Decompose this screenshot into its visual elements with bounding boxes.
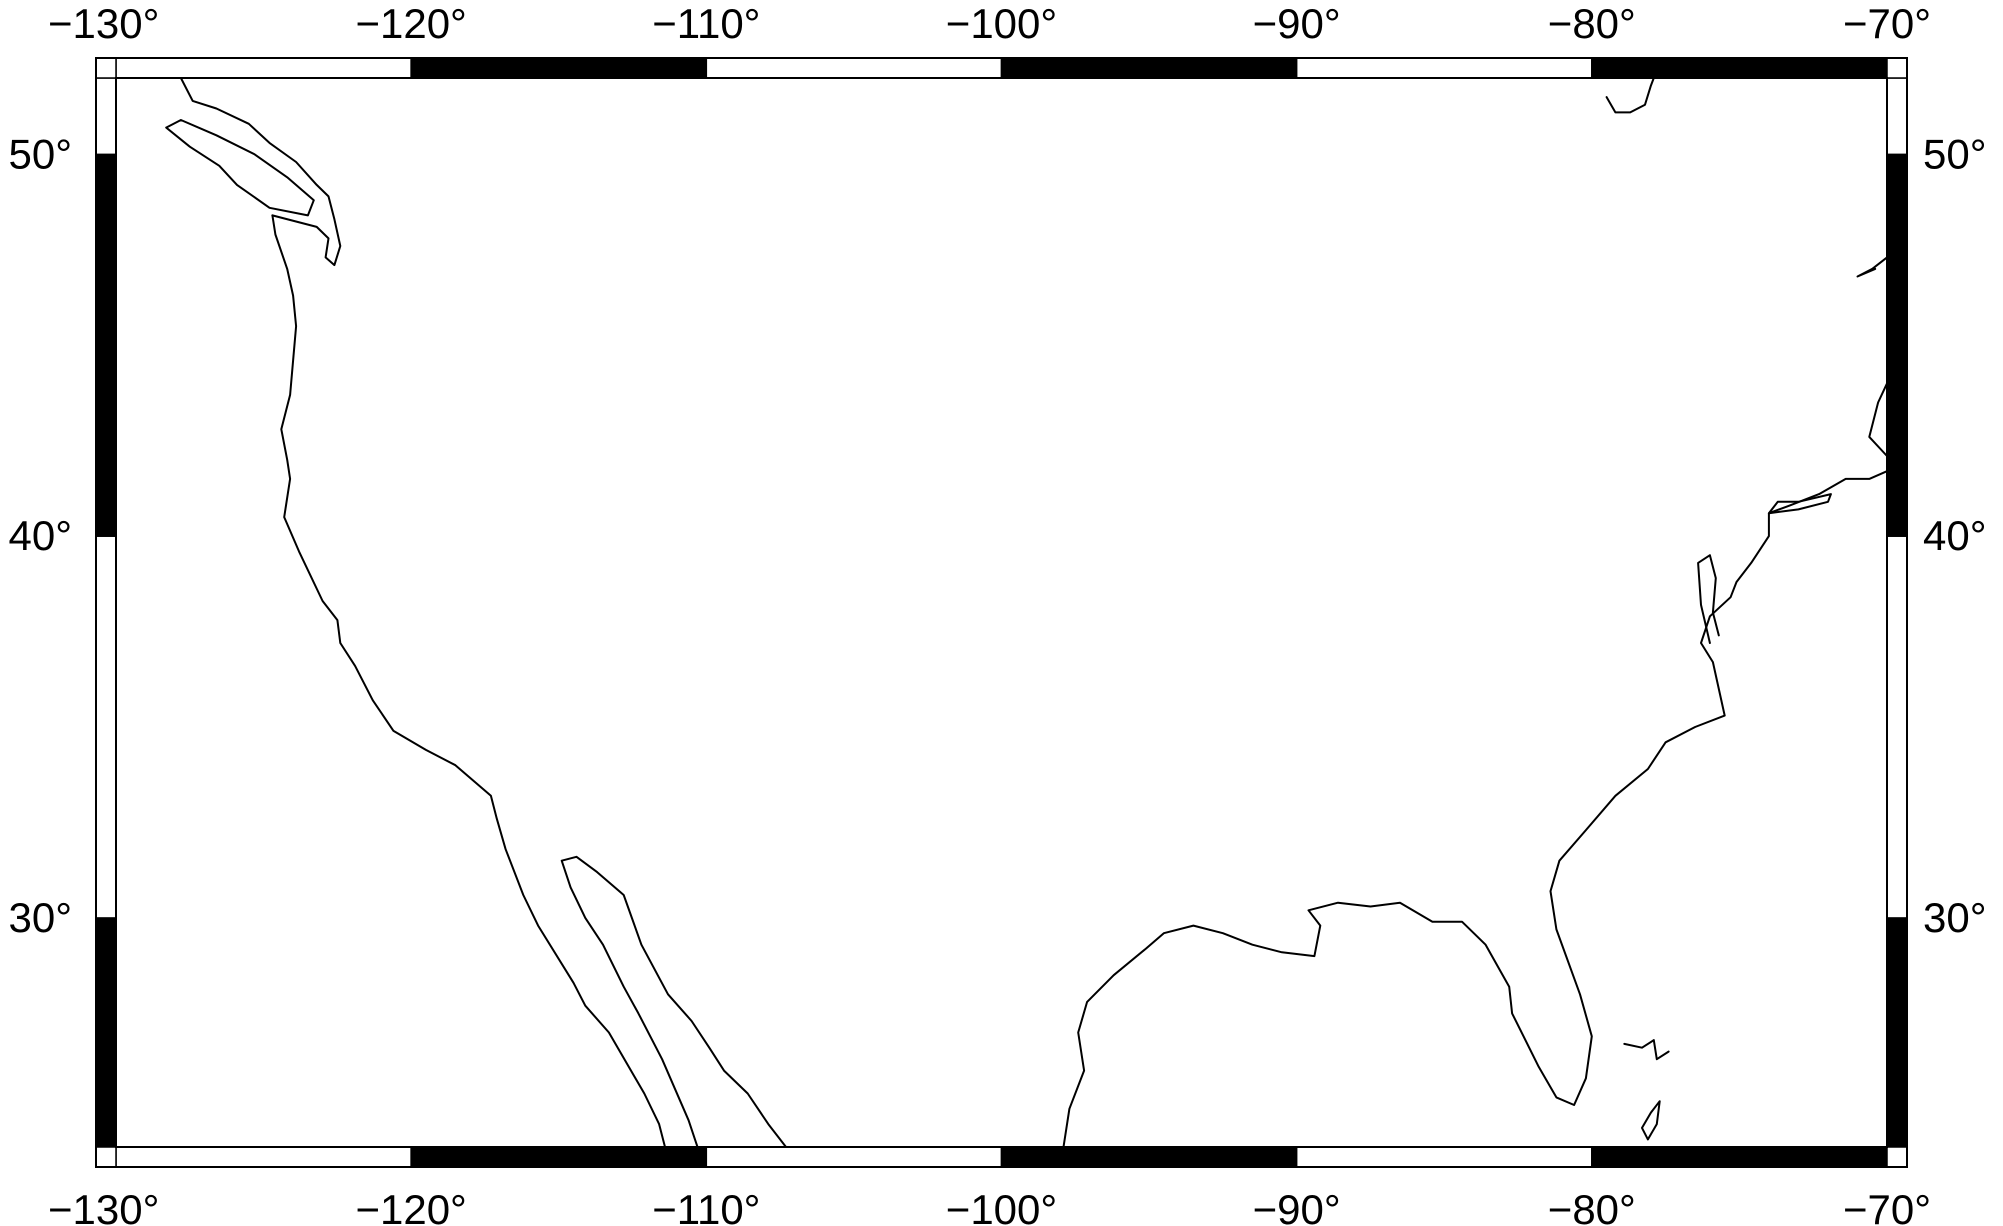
frame-band-bottom: [410, 1146, 708, 1168]
frame-band-left: [95, 153, 117, 537]
frame-band-top: [1591, 57, 1888, 79]
lon-label-bottom: −100°: [946, 1186, 1057, 1226]
frame-band-top: [705, 57, 1003, 79]
lon-label-bottom: −130°: [48, 1186, 159, 1226]
lon-label-bottom: −70°: [1843, 1186, 1931, 1226]
frame-band-top: [115, 57, 412, 79]
lat-label-left: 30°: [8, 894, 72, 941]
lon-label-bottom: −90°: [1253, 1186, 1341, 1226]
coastline-long-island: [1767, 493, 1832, 515]
coastline-grand-bahama: [1623, 1039, 1670, 1061]
frame-band-bottom: [115, 1146, 412, 1168]
frame-band-top: [410, 57, 708, 79]
frame-band-right: [1886, 153, 1908, 537]
lon-label-top: −80°: [1548, 0, 1636, 47]
lat-label-left: 50°: [8, 130, 72, 177]
frame-band-bottom: [1591, 1146, 1888, 1168]
frame-band-top: [1295, 57, 1593, 79]
lon-label-top: −100°: [946, 0, 1057, 47]
frame-band-right: [1886, 77, 1908, 156]
frame-corner: [95, 1146, 117, 1168]
frame-band-left: [95, 535, 117, 919]
lat-label-left: 40°: [8, 512, 72, 559]
lon-label-top: −70°: [1843, 0, 1931, 47]
map-border-inner: [115, 77, 1888, 1148]
frame-corner: [95, 57, 117, 79]
lon-label-bottom: −80°: [1548, 1186, 1636, 1226]
coastline-andros-bahamas: [1641, 1100, 1661, 1141]
frame-band-left: [95, 917, 117, 1148]
coastline-baja-gulf-coast: [560, 855, 787, 1148]
frame-band-right: [1886, 917, 1908, 1148]
frame-band-right: [1886, 535, 1908, 919]
lon-label-bottom: −110°: [652, 1186, 760, 1226]
lon-label-top: −90°: [1253, 0, 1341, 47]
lat-label-right: 30°: [1923, 894, 1987, 941]
map-frame: [95, 57, 1908, 1168]
frame-corner: [1886, 57, 1908, 79]
coastline-bc-mainland: [179, 77, 342, 267]
frame-corner: [1886, 1146, 1908, 1168]
coastline-vancouver-island: [165, 119, 315, 217]
coastline-pacific-coast: [271, 214, 666, 1148]
lon-label-top: −130°: [48, 0, 159, 47]
coastline-gulf-coast: [1062, 470, 1888, 1148]
map-border-outer: [95, 57, 1908, 1168]
frame-band-bottom: [705, 1146, 1003, 1168]
frame-band-bottom: [1295, 1146, 1593, 1168]
frame-band-left: [95, 77, 117, 156]
coastline-cape-cod: [1868, 382, 1888, 473]
tick-labels: −130° −130° −120° −120° −110° −110° −100° −100°…: [8, 0, 1986, 1226]
lat-label-right: 40°: [1923, 512, 1987, 559]
lon-label-top: −110°: [652, 0, 760, 47]
coastline-gaspe: [1856, 256, 1888, 278]
coastline-james-bay: [1605, 77, 1655, 114]
lon-label-top: −120°: [355, 0, 466, 47]
coastline-chesapeake: [1697, 554, 1720, 644]
coastlines: [165, 77, 1888, 1148]
lat-label-right: 50°: [1923, 130, 1987, 177]
frame-band-bottom: [1000, 1146, 1298, 1168]
frame-band-top: [1000, 57, 1298, 79]
lon-label-bottom: −120°: [355, 1186, 466, 1226]
